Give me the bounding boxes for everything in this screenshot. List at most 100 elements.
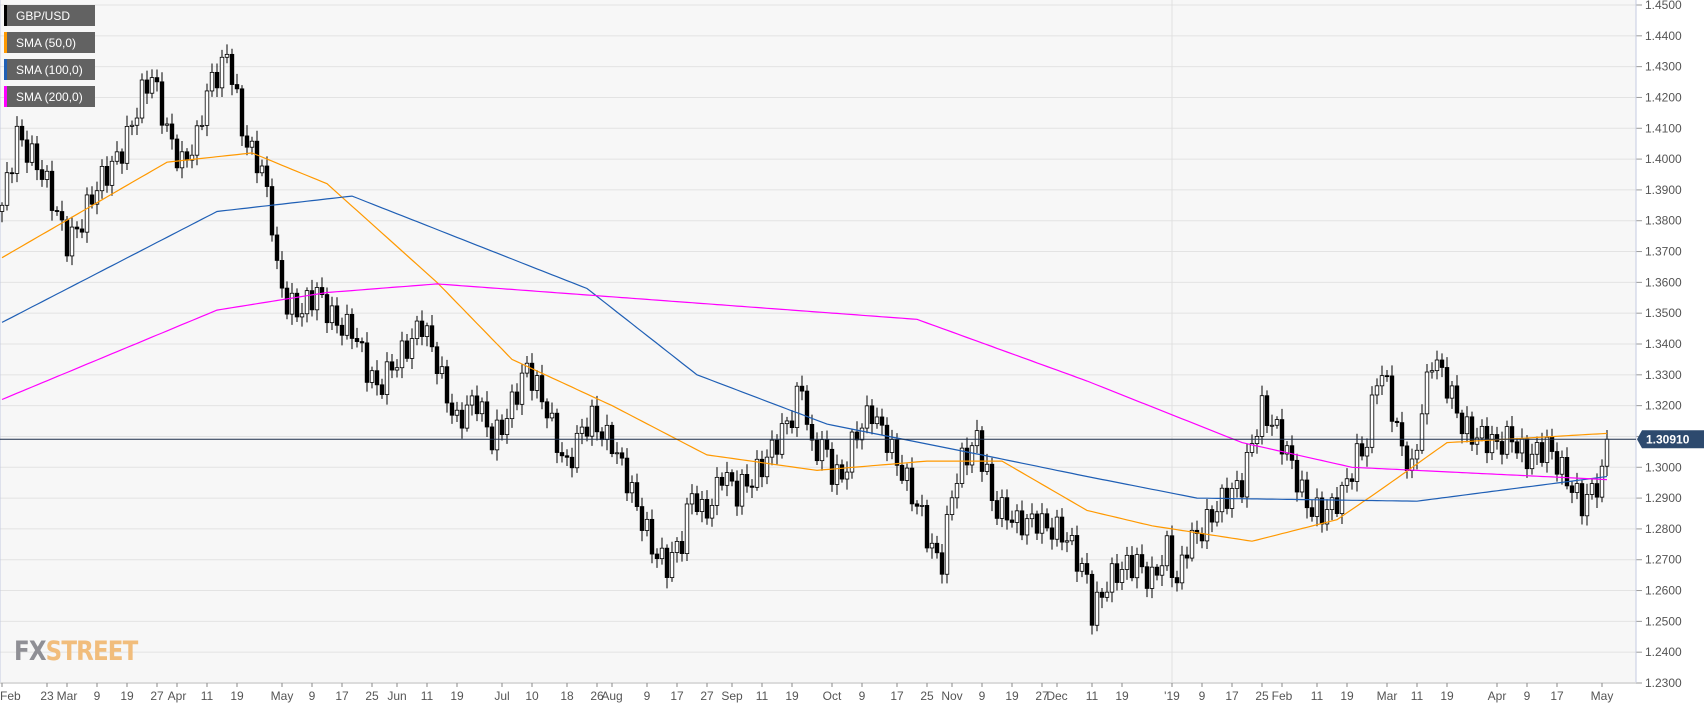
x-tick-label: 11 xyxy=(201,689,214,703)
y-tick-label: 1.4400 xyxy=(1645,29,1682,43)
candle-bull xyxy=(659,547,665,560)
candle-bear xyxy=(514,391,520,405)
candle-bull xyxy=(1299,479,1305,493)
y-tick-label: 1.3300 xyxy=(1645,368,1682,382)
candle-bull xyxy=(469,395,475,406)
candle-bear xyxy=(1059,516,1065,543)
candle-bull xyxy=(1029,513,1035,520)
candle-bear xyxy=(814,439,820,462)
candle-bull xyxy=(849,431,855,473)
x-tick-label: Aug xyxy=(601,689,622,703)
candle-bear xyxy=(719,476,725,486)
candle-bull xyxy=(1014,510,1020,523)
candle-bear xyxy=(1494,434,1500,442)
candle-bull xyxy=(289,292,295,315)
candle-bear xyxy=(339,324,345,336)
candle-bull xyxy=(794,385,800,428)
x-tick-label: 27 xyxy=(1035,689,1049,703)
candle-bear xyxy=(1549,436,1555,452)
candle-bear xyxy=(1264,395,1270,426)
candle-bear xyxy=(379,384,385,395)
candle-bear xyxy=(269,186,275,236)
candle-bear xyxy=(1444,367,1450,399)
plot-background xyxy=(0,0,1636,683)
candle-bear xyxy=(539,375,545,403)
candle-bear xyxy=(1349,478,1355,482)
legend-sma200[interactable]: SMA (200,0) xyxy=(4,86,95,107)
candle-bull xyxy=(149,77,155,94)
candle-bull xyxy=(1529,453,1535,470)
candle-bear xyxy=(544,401,550,419)
candle-bull xyxy=(1559,457,1565,475)
candle-bull xyxy=(949,497,955,515)
y-tick-label: 1.3000 xyxy=(1645,460,1682,474)
candle-bull xyxy=(1124,554,1130,570)
fxstreet-logo: FXSTREET xyxy=(14,636,138,667)
x-tick-label: Nov xyxy=(941,689,962,703)
x-tick-label: 11 xyxy=(1411,689,1424,703)
candle-bull xyxy=(124,126,130,164)
legend-label: GBP/USD xyxy=(16,8,71,23)
candle-bear xyxy=(1199,533,1205,542)
candle-bear xyxy=(679,541,685,554)
candle-bear xyxy=(649,518,655,555)
candle-bear xyxy=(1394,420,1400,424)
y-tick-label: 1.2500 xyxy=(1645,614,1682,628)
x-tick-label: 9 xyxy=(644,689,651,703)
candle-bear xyxy=(24,139,30,163)
candle-bull xyxy=(1374,385,1380,396)
legend-sma50[interactable]: SMA (50,0) xyxy=(4,32,95,53)
legend-gbpusd[interactable]: GBP/USD xyxy=(4,5,95,26)
candle-bull xyxy=(549,412,555,419)
candle-bear xyxy=(239,88,245,137)
candle-bull xyxy=(754,458,760,488)
candle-bear xyxy=(104,166,110,186)
candle-bear xyxy=(854,431,860,441)
y-tick-label: 1.3800 xyxy=(1645,214,1682,228)
candle-bear xyxy=(1404,445,1410,472)
candle-bull xyxy=(99,166,105,192)
candle-bear xyxy=(564,455,570,458)
candle-bear xyxy=(879,416,885,426)
candle-bear xyxy=(1564,457,1570,487)
candle-bull xyxy=(1424,371,1430,415)
candle-bear xyxy=(654,553,660,560)
candle-bear xyxy=(1209,509,1215,523)
candle-bull xyxy=(1489,434,1495,454)
candle-bear xyxy=(354,338,360,342)
candle-bull xyxy=(1244,452,1250,498)
x-tick-label: 10 xyxy=(525,689,539,703)
x-tick-label: 9 xyxy=(94,689,101,703)
candle-bull xyxy=(4,172,10,206)
candle-bull xyxy=(219,56,225,89)
candle-bear xyxy=(809,424,815,441)
candle-bull xyxy=(534,375,540,391)
candle-bull xyxy=(1589,483,1595,495)
candle-bull xyxy=(69,226,75,257)
candle-bull xyxy=(859,427,865,441)
candle-bull xyxy=(1104,591,1110,598)
candle-bull xyxy=(1329,497,1335,510)
candle-bull xyxy=(1149,566,1155,589)
candle-bear xyxy=(254,140,260,174)
candle-bull xyxy=(299,313,305,318)
candle-bear xyxy=(264,165,270,187)
legend-sma100[interactable]: SMA (100,0) xyxy=(4,59,95,80)
candle-bull xyxy=(199,124,205,127)
legend-label: SMA (50,0) xyxy=(16,35,77,50)
candle-bull xyxy=(944,514,950,575)
candle-bear xyxy=(1509,426,1515,443)
candle-bear xyxy=(404,340,410,359)
candle-bear xyxy=(1049,527,1055,540)
x-tick-label: 17 xyxy=(890,689,904,703)
candle-bear xyxy=(39,169,45,180)
candle-bull xyxy=(629,482,635,494)
candle-bear xyxy=(389,361,395,371)
x-tick-label: 9 xyxy=(1199,689,1206,703)
candle-bull xyxy=(439,366,445,374)
candle-bull xyxy=(1219,487,1225,513)
candle-bear xyxy=(1074,535,1080,572)
candle-bear xyxy=(869,405,875,425)
candle-bull xyxy=(314,287,320,311)
candle-bear xyxy=(74,226,80,230)
